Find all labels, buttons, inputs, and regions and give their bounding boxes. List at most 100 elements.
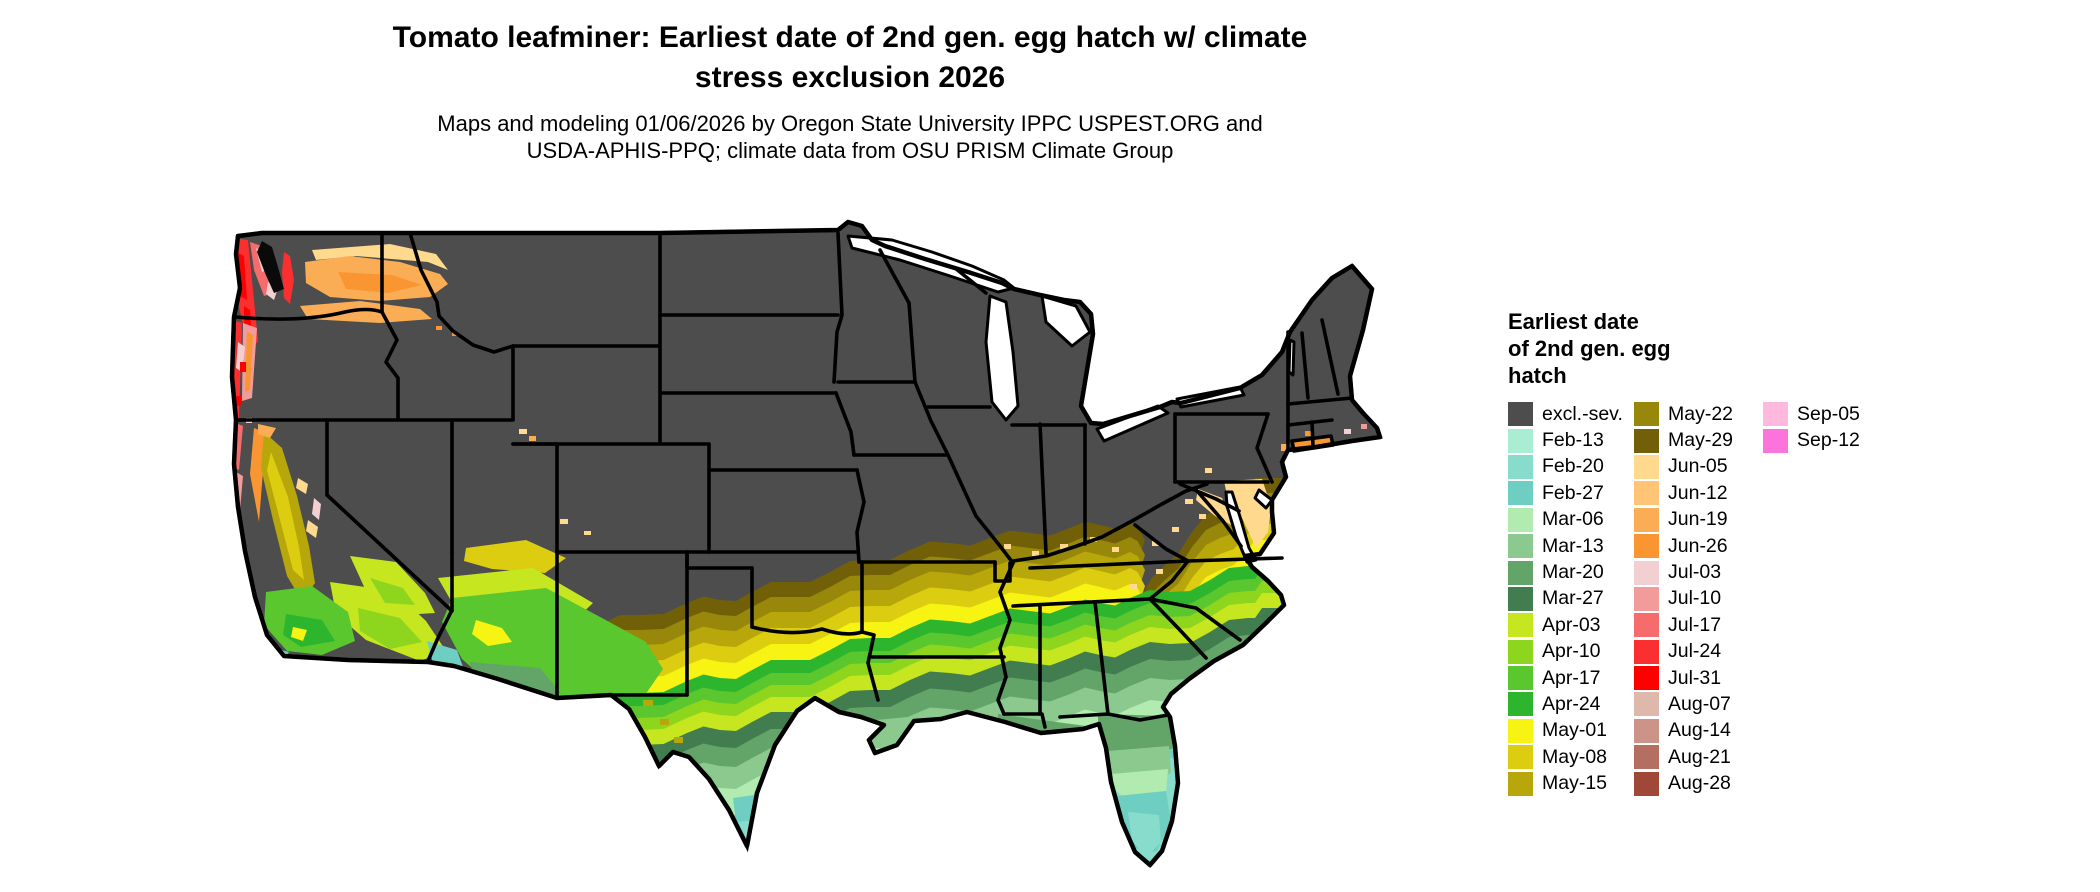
state-border (1038, 422, 1048, 555)
legend-swatch (1508, 560, 1533, 585)
legend-label: May-15 (1542, 772, 1608, 795)
patch-Jun-19 (258, 424, 276, 438)
dot-Jun-05 (1130, 584, 1137, 589)
legend-label: Jul-10 (1668, 587, 1722, 610)
legend-swatch (1634, 560, 1659, 585)
dot-Feb-13 (1154, 872, 1162, 876)
legend-label: Apr-03 (1542, 613, 1601, 636)
legend-swatch (1634, 534, 1659, 559)
legend-item: Sep-12 (1763, 427, 1860, 453)
legend-label: excl.-sev. (1542, 402, 1623, 425)
legend-label: Apr-10 (1542, 640, 1601, 663)
legend-item: Mar-20 (1508, 559, 1623, 585)
legend-swatch (1763, 428, 1788, 453)
legend-column-1: excl.-sev. Feb-13 Feb-20 Feb-27 Mar-06 Mar-13… (1508, 401, 1623, 797)
legend-swatch (1508, 534, 1533, 559)
legend-label: Feb-27 (1542, 481, 1604, 504)
state-border (1002, 712, 1047, 729)
dot-Jul-10 (1361, 424, 1367, 429)
patch-Apr-10 (370, 578, 415, 605)
us-outline (229, 219, 1383, 868)
state-border (408, 231, 515, 354)
page-title-line-1: Tomato leafminer: Earliest date of 2nd g… (392, 21, 1308, 54)
legend-item: Mar-06 (1508, 507, 1623, 533)
dot-Jun-26 (436, 326, 442, 330)
legend-title: Earliest date of 2nd gen. egg hatch (1508, 308, 1928, 389)
state-border (1310, 420, 1315, 448)
dot-Jun-05 (1199, 514, 1206, 519)
legend-label: Jul-17 (1668, 613, 1722, 636)
legend-swatch (1634, 402, 1659, 427)
state-border (1178, 482, 1241, 513)
patch-Jun-26 (245, 331, 253, 392)
state-border (1186, 556, 1284, 563)
legend-swatch (1634, 718, 1659, 743)
legend-item: excl.-sev. (1508, 401, 1623, 427)
legend-title-line-2: of 2nd gen. egg (1508, 336, 1671, 361)
dot-Jul-31 (236, 396, 242, 406)
legend-item: Jul-10 (1634, 586, 1733, 612)
legend-label: Aug-21 (1668, 745, 1731, 768)
state-border (1028, 559, 1190, 570)
legend-label: Feb-13 (1542, 429, 1604, 452)
dot-Jul-03 (1374, 441, 1380, 445)
legend-item: Aug-14 (1634, 718, 1733, 744)
legend-swatch (1634, 586, 1659, 611)
dot-Feb-13 (1170, 870, 1178, 874)
dot-Jun-05 (1032, 551, 1039, 556)
page-title-line-2: stress exclusion 2026 (694, 61, 1006, 94)
dot-Jun-05 (1060, 544, 1068, 549)
state-border (913, 380, 1015, 565)
state-border (1011, 597, 1152, 608)
legend-label: Jun-26 (1668, 534, 1728, 557)
state-border (953, 266, 988, 295)
dot-Jul-03 (1344, 429, 1351, 434)
patch-Feb-20 (1128, 812, 1161, 858)
legend-swatch (1508, 666, 1533, 691)
dot-Jun-05 (584, 531, 591, 535)
dot-Jun-05 (1156, 569, 1163, 574)
legend-swatch (1634, 507, 1659, 532)
legend-item: Apr-17 (1508, 665, 1623, 691)
legend-item: Jul-31 (1634, 665, 1733, 691)
legend-item: Jul-17 (1634, 612, 1733, 638)
legend-label: Aug-07 (1668, 692, 1731, 715)
lake (1040, 294, 1092, 348)
state-border (1300, 331, 1310, 400)
state-border (1148, 559, 1190, 601)
patch-Apr-10 (358, 608, 422, 649)
legend-item: Mar-27 (1508, 586, 1623, 612)
legend-swatch (1508, 428, 1533, 453)
patch-Apr-24 (283, 614, 335, 647)
legend-swatch (1508, 692, 1533, 717)
state-border (860, 630, 880, 702)
legend-item: Jun-26 (1634, 533, 1733, 559)
state-border (426, 551, 454, 663)
legend-label: Aug-14 (1668, 719, 1731, 742)
subtitle-line-1: Maps and modeling 01/06/2026 by Oregon S… (437, 111, 1263, 136)
legend-label: Sep-05 (1797, 402, 1860, 425)
legend-label: Sep-12 (1797, 429, 1860, 452)
state-border (1196, 490, 1243, 548)
legend-item: Apr-10 (1508, 639, 1623, 665)
legend-swatch (1508, 454, 1533, 479)
dot-Jun-26 (1305, 431, 1313, 436)
state-border (834, 391, 856, 457)
legend-label: Mar-20 (1542, 561, 1604, 584)
legend-swatch (1508, 771, 1533, 796)
legend-swatch (1634, 613, 1659, 638)
dot-May-15 (643, 700, 653, 706)
patch-Apr-17 (604, 638, 631, 693)
subtitle: Maps and modeling 01/06/2026 by Oregon S… (150, 110, 1550, 164)
legend-item: Jun-12 (1634, 480, 1733, 506)
state-border (1255, 412, 1274, 484)
legend-item: Feb-20 (1508, 454, 1623, 480)
state-border (1320, 318, 1340, 396)
state-border (1148, 597, 1242, 642)
legend-label: May-22 (1668, 402, 1734, 425)
legend-label: Jun-19 (1668, 508, 1728, 531)
legend-swatch (1508, 507, 1533, 532)
legend-label: Apr-17 (1542, 666, 1601, 689)
